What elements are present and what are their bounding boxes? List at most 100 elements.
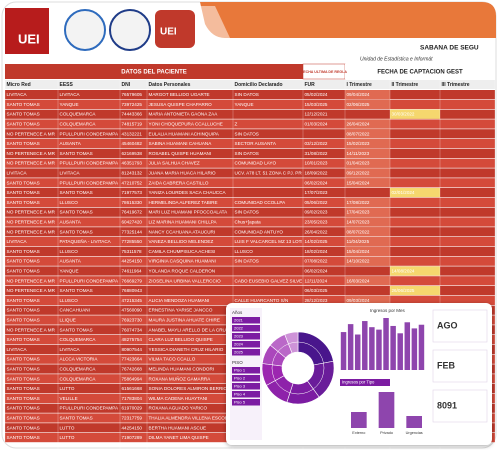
slicer-item[interactable] bbox=[232, 383, 260, 390]
bar bbox=[376, 329, 382, 370]
cell: YANQUE bbox=[60, 102, 79, 107]
cell: 09/03/2024 bbox=[347, 298, 370, 303]
slicer-item[interactable] bbox=[232, 341, 260, 348]
cell: SANTO TOMAS bbox=[7, 141, 40, 146]
cell: 07/08/2022 bbox=[305, 259, 328, 264]
cell: LLUSCO bbox=[60, 200, 79, 205]
cell: 05/06/2022 bbox=[305, 200, 328, 205]
bar bbox=[340, 332, 347, 370]
slicer-item[interactable] bbox=[232, 349, 260, 356]
cell: 17/08/2022 bbox=[347, 200, 370, 205]
cell: 12/11/2024 bbox=[305, 278, 328, 283]
slicer-item[interactable] bbox=[232, 367, 260, 374]
slicer-item[interactable] bbox=[232, 375, 260, 382]
date-cell bbox=[345, 237, 390, 247]
date-cell bbox=[345, 119, 390, 129]
cell: 75311578 bbox=[122, 249, 143, 254]
cell: NO PERTENECE A MR bbox=[7, 278, 56, 283]
row-bg bbox=[5, 168, 495, 178]
cell: 06/03/2025 bbox=[305, 288, 328, 293]
cell: LUTTO bbox=[60, 435, 75, 440]
date-cell bbox=[345, 99, 390, 109]
cell: 08/07/2022 bbox=[347, 131, 370, 136]
cell: 01/03/2024 bbox=[305, 122, 328, 127]
bar bbox=[404, 322, 411, 370]
slicer-item-label: Piso 3 bbox=[234, 383, 246, 388]
column-header: I Trimestre bbox=[347, 82, 373, 88]
cell: 71783804 bbox=[122, 396, 143, 401]
cell: 74611964 bbox=[122, 269, 143, 274]
cell: 78615330 bbox=[122, 200, 143, 205]
cell: 11/04/2025 bbox=[347, 239, 370, 244]
cell: COLQUEMARCA bbox=[60, 122, 97, 127]
column-header: DNI bbox=[122, 82, 131, 88]
x-tick-label: Externo bbox=[352, 431, 365, 435]
bar bbox=[378, 392, 395, 428]
cell: LLUSCO bbox=[60, 249, 79, 254]
row-bg bbox=[5, 266, 495, 276]
cell: SANTO TOMAS bbox=[7, 337, 40, 342]
cell: 77325144 bbox=[122, 229, 143, 234]
cell: ERNESTINA YARISE JANCCO bbox=[149, 308, 213, 313]
cell: 03/12/2022 bbox=[305, 141, 328, 146]
cell: 76074734 bbox=[122, 327, 143, 332]
row-bg bbox=[5, 119, 495, 129]
cell: ROSABEL QUISPE HUAMANI bbox=[149, 151, 212, 156]
cell: CABO EUSEBIO GALVEZ SILVE bbox=[235, 278, 303, 283]
row-bg bbox=[5, 295, 495, 305]
cell: 02/01/2024 bbox=[392, 190, 415, 195]
cell: 76880943 bbox=[122, 288, 143, 293]
cell: SANTO TOMAS bbox=[7, 269, 40, 274]
bar bbox=[406, 416, 422, 428]
row-bg bbox=[5, 99, 495, 109]
cell: 62169538 bbox=[122, 151, 143, 156]
cell: MARIA ANTONIETA GAONA ZAA bbox=[149, 112, 219, 117]
cell: BERTHA HUAMANI ASCUE bbox=[149, 425, 207, 430]
cell: ANABEL MAYLI ARELLO DE LA CRUZ bbox=[149, 327, 229, 332]
slicer-item[interactable] bbox=[232, 399, 260, 406]
cell: SANTO TOMAS bbox=[60, 327, 93, 332]
cell: CLARA LUZ BELLIDO QUISPE bbox=[149, 337, 213, 342]
bar bbox=[347, 324, 354, 370]
cell: SECTOR AUSANTA bbox=[235, 141, 277, 146]
cell: MAURA JUSTINA AHUATE CHIRE bbox=[149, 318, 220, 323]
cell: SIN DATOS bbox=[235, 151, 259, 156]
x-tick-label: Privado bbox=[380, 431, 393, 435]
cell: SANTO TOMAS bbox=[60, 229, 93, 234]
cell: YANQUE bbox=[235, 102, 254, 107]
cell: SANTO TOMAS bbox=[7, 308, 40, 313]
cell: 01/04/2023 bbox=[347, 161, 370, 166]
row-bg bbox=[5, 178, 495, 188]
cell: 14/07/2023 bbox=[347, 220, 370, 225]
cell: 09/02/2023 bbox=[305, 210, 328, 215]
cell: NO PERTENECE A MR bbox=[7, 131, 56, 136]
kpi-value: AGO bbox=[437, 320, 458, 330]
column-header: Micro Red bbox=[7, 82, 31, 88]
logo-circle bbox=[109, 9, 151, 51]
cell: 09/04/2024 bbox=[347, 92, 370, 97]
slicer-item[interactable] bbox=[232, 317, 260, 324]
cell: 61561668 bbox=[122, 386, 143, 391]
cell: NO PERTENECE A MR bbox=[7, 151, 56, 156]
cell: NO PERTENECE A MR bbox=[7, 229, 56, 234]
cell: COMUNIDAD LAYO bbox=[235, 161, 277, 166]
cell: 08/07/2022 bbox=[347, 229, 370, 234]
cell: COLQUEMARCA bbox=[60, 367, 97, 372]
date-cell bbox=[345, 148, 390, 158]
cell: LUIS F VALCARCEL MZ 13 LOTE bbox=[235, 239, 305, 244]
cell: SANTO TOMAS bbox=[7, 249, 40, 254]
cell: UCV. A78 LT. 51 ZONA C PJ. PROV bbox=[235, 171, 310, 176]
slicer-item[interactable] bbox=[232, 325, 260, 332]
date-cell bbox=[345, 295, 390, 305]
cell: SANTO TOMAS bbox=[7, 259, 40, 264]
cell: PFULLPURI CONDEPAMPA bbox=[60, 406, 119, 411]
row-bg bbox=[5, 129, 495, 139]
cell: LLUSCO bbox=[235, 249, 254, 254]
row-bg bbox=[5, 90, 495, 100]
cell: ALCCA VICTORIA bbox=[60, 357, 99, 362]
date-cell bbox=[345, 227, 390, 237]
cell: SANTO TOMAS bbox=[7, 386, 40, 391]
slicer-item[interactable] bbox=[232, 391, 260, 398]
cell: PFULLPURI CONDEPAMPA bbox=[60, 278, 119, 283]
slicer-item[interactable] bbox=[232, 333, 260, 340]
